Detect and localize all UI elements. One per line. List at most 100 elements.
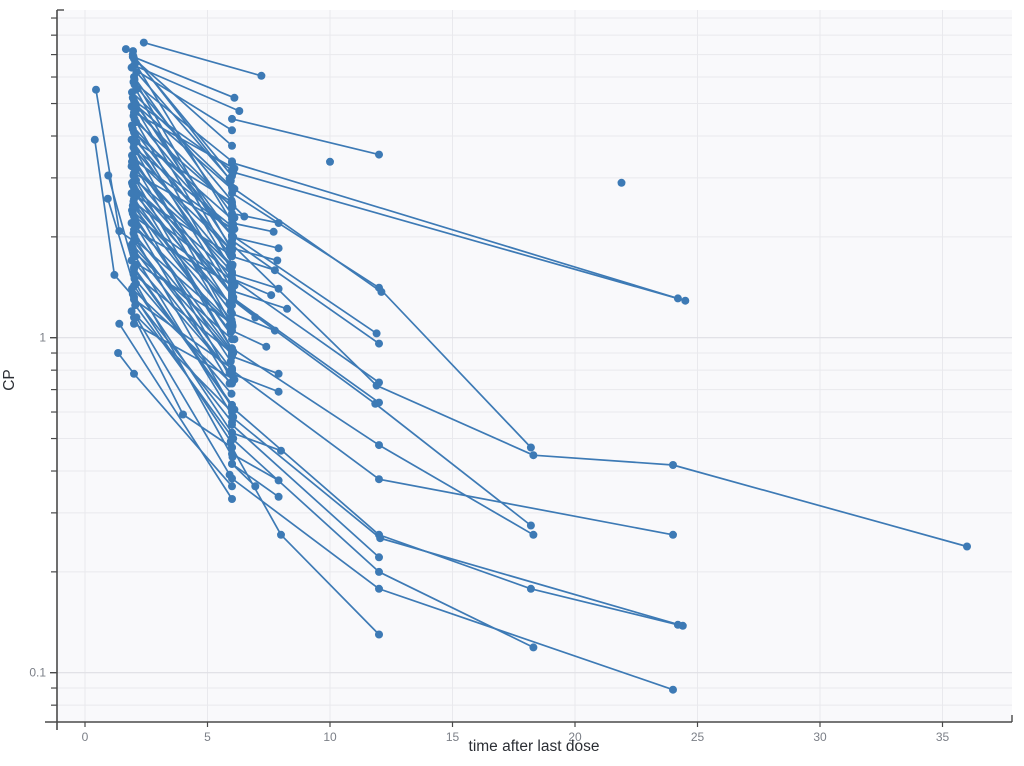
data-point	[104, 171, 113, 180]
data-point	[274, 369, 283, 378]
x-tick-label: 35	[936, 730, 950, 744]
subject-line	[132, 200, 233, 282]
data-point	[526, 521, 535, 530]
subject-line	[231, 273, 280, 290]
x-tick-label: 10	[323, 730, 337, 744]
data-series-layer	[90, 38, 971, 694]
x-tick-label: 30	[813, 730, 827, 744]
x-axis-title: time after last dose	[469, 738, 600, 755]
subject-series	[228, 449, 283, 485]
subject-series	[104, 171, 236, 409]
data-point	[371, 399, 380, 408]
data-point	[529, 451, 538, 460]
data-point	[228, 295, 236, 304]
subject-line	[231, 298, 257, 319]
axis-layer: 0 5 10 15 20 25 30 35 0.1 1	[29, 9, 1013, 744]
data-point	[130, 61, 138, 70]
data-point	[115, 319, 124, 328]
subject-line	[135, 179, 234, 266]
subject-line	[130, 222, 233, 325]
subject-line	[133, 187, 233, 276]
subject-line	[231, 453, 280, 482]
subject-line	[231, 406, 679, 626]
grid-layer	[57, 10, 1012, 722]
data-point	[228, 141, 236, 150]
subject-line	[130, 66, 233, 132]
data-point	[228, 126, 236, 135]
subject-line	[134, 304, 235, 440]
data-point	[228, 443, 236, 452]
data-point	[228, 114, 236, 123]
subject-line	[231, 277, 273, 296]
subject-line	[231, 463, 280, 498]
data-point	[375, 339, 383, 348]
subject-series	[115, 319, 236, 503]
data-point	[128, 52, 137, 61]
subject-line	[133, 78, 233, 251]
subject-line	[131, 160, 233, 273]
data-point	[681, 296, 690, 305]
data-point	[274, 476, 283, 485]
subject-line	[231, 234, 378, 335]
subject-line	[232, 171, 687, 302]
subject-line	[132, 55, 233, 177]
subject-line	[231, 118, 380, 156]
subject-line	[231, 312, 276, 332]
data-point	[228, 449, 236, 458]
subject-line	[135, 263, 231, 373]
data-point	[130, 293, 138, 302]
data-point	[375, 630, 383, 639]
subject-line	[132, 146, 233, 228]
x-tick-label: 15	[446, 730, 460, 744]
subject-line	[231, 372, 280, 393]
data-point	[326, 157, 334, 166]
data-point	[277, 530, 285, 539]
subject-series	[230, 184, 386, 296]
subject-line	[231, 255, 276, 272]
subject-line	[135, 316, 231, 476]
subject-line	[130, 310, 233, 413]
subject-line	[231, 289, 288, 310]
axis-label-layer: time after last dose CP	[1, 369, 599, 755]
subject-line	[231, 212, 280, 224]
data-point	[529, 643, 538, 652]
data-point	[130, 263, 138, 272]
subject-line	[131, 55, 236, 99]
data-point	[228, 286, 236, 295]
data-point	[274, 284, 283, 293]
subject-line	[231, 355, 280, 375]
data-point	[228, 232, 236, 241]
data-point	[526, 443, 535, 452]
subject-line	[231, 161, 679, 300]
x-tick-label: 0	[82, 730, 89, 744]
data-point	[228, 244, 236, 253]
data-point	[229, 168, 238, 177]
subject-series	[228, 459, 260, 491]
y-tick-label: 1	[39, 331, 46, 345]
subject-series	[228, 352, 283, 378]
subject-line	[131, 154, 233, 252]
data-point	[230, 93, 239, 102]
data-point	[228, 459, 236, 468]
data-point	[228, 260, 237, 269]
x-tick-label: 20	[568, 730, 582, 744]
data-point	[235, 107, 244, 115]
subject-series	[128, 52, 239, 102]
data-point	[228, 400, 236, 409]
subject-series	[228, 474, 677, 694]
data-point	[669, 685, 677, 694]
data-point	[114, 349, 123, 357]
data-point	[375, 150, 383, 159]
subject-series	[228, 158, 682, 303]
data-point	[251, 313, 260, 322]
subject-line	[130, 192, 233, 257]
data-point	[274, 387, 283, 396]
data-point	[228, 428, 236, 437]
data-point	[228, 158, 236, 167]
data-point	[273, 256, 282, 265]
data-point	[270, 326, 279, 335]
data-point	[228, 366, 236, 375]
data-point	[130, 281, 138, 290]
subject-series	[228, 219, 278, 236]
subject-series	[326, 157, 334, 166]
